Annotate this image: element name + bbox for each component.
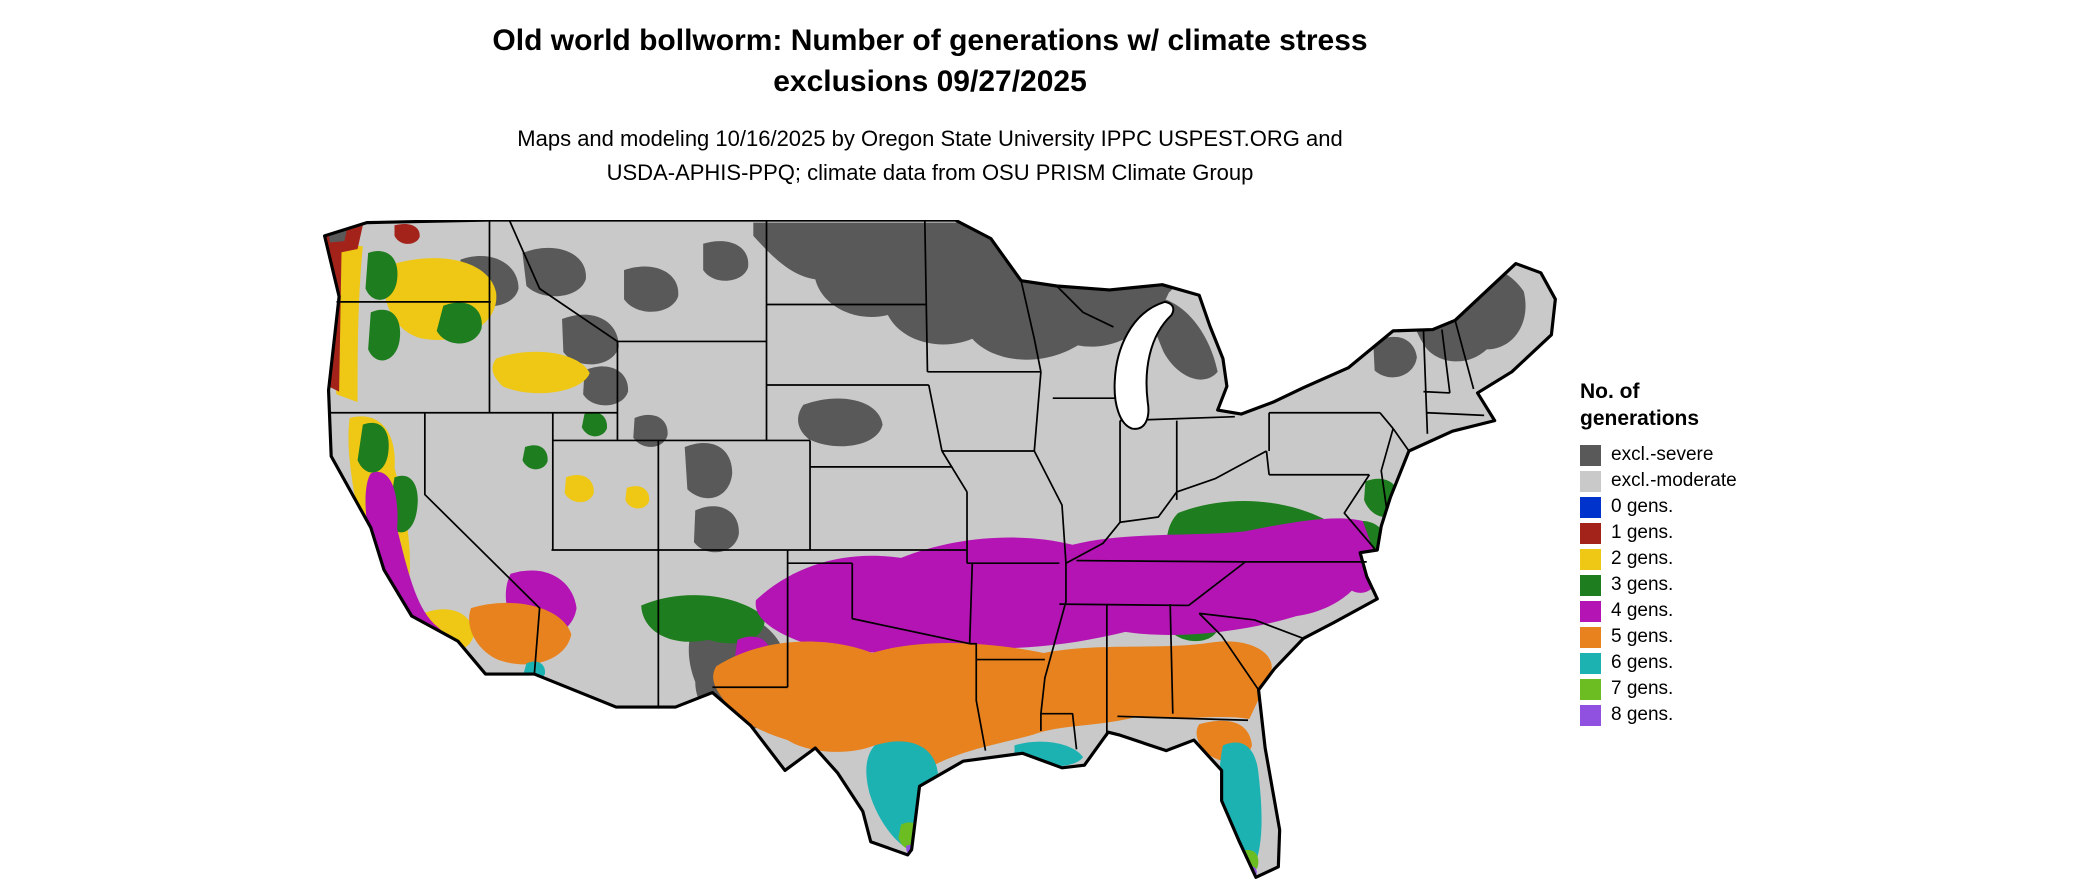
legend-item: 3 gens.: [1580, 572, 1737, 598]
legend-swatch: [1580, 626, 1601, 648]
legend-item: 7 gens.: [1580, 676, 1737, 702]
legend-item: excl.-severe: [1580, 442, 1737, 468]
legend-swatch: [1580, 652, 1601, 674]
legend-label: 8 gens.: [1611, 704, 1674, 725]
legend-item: 0 gens.: [1580, 494, 1737, 520]
legend-swatch: [1580, 522, 1601, 544]
us-outline: [323, 220, 1557, 879]
page-title: Old world bollworm: Number of generation…: [0, 20, 1860, 102]
legend-title: No. of generations: [1580, 378, 1737, 432]
map-legend: No. of generations excl.-severe excl.-mo…: [1580, 378, 1737, 728]
legend-swatch: [1580, 600, 1601, 622]
legend-item: 1 gens.: [1580, 520, 1737, 546]
legend-label: excl.-severe: [1611, 444, 1714, 465]
legend-label: 5 gens.: [1611, 626, 1674, 647]
legend-swatch: [1580, 470, 1601, 492]
lake-michigan: [1113, 300, 1175, 430]
legend-swatch: [1580, 548, 1601, 570]
legend-swatch: [1580, 444, 1601, 466]
legend-label: 2 gens.: [1611, 548, 1674, 569]
legend-item: 8 gens.: [1580, 702, 1737, 728]
legend-item: 5 gens.: [1580, 624, 1737, 650]
state-borders: [329, 220, 1485, 751]
subtitle-line-2: USDA-APHIS-PPQ; climate data from OSU PR…: [606, 160, 1254, 185]
legend-item: excl.-moderate: [1580, 468, 1737, 494]
page-subtitle: Maps and modeling 10/16/2025 by Oregon S…: [0, 122, 1860, 190]
title-line-2: exclusions 09/27/2025: [773, 65, 1087, 98]
legend-item: 6 gens.: [1580, 650, 1737, 676]
us-generations-map: [318, 220, 1558, 880]
legend-label: 6 gens.: [1611, 652, 1674, 673]
legend-items: excl.-severe excl.-moderate 0 gens. 1 ge…: [1580, 442, 1737, 728]
legend-swatch: [1580, 678, 1601, 700]
us-map-svg: [323, 220, 1557, 879]
legend-title-line-2: generations: [1580, 407, 1700, 430]
legend-item: 4 gens.: [1580, 598, 1737, 624]
legend-label: excl.-moderate: [1611, 470, 1737, 491]
title-line-1: Old world bollworm: Number of generation…: [492, 24, 1368, 57]
legend-item: 2 gens.: [1580, 546, 1737, 572]
legend-label: 0 gens.: [1611, 496, 1674, 517]
legend-label: 3 gens.: [1611, 574, 1674, 595]
legend-swatch: [1580, 496, 1601, 518]
legend-swatch: [1580, 574, 1601, 596]
legend-label: 4 gens.: [1611, 600, 1674, 621]
legend-swatch: [1580, 704, 1601, 726]
legend-label: 1 gens.: [1611, 522, 1674, 543]
subtitle-line-1: Maps and modeling 10/16/2025 by Oregon S…: [517, 126, 1343, 151]
legend-title-line-1: No. of: [1580, 380, 1640, 403]
legend-label: 7 gens.: [1611, 678, 1674, 699]
